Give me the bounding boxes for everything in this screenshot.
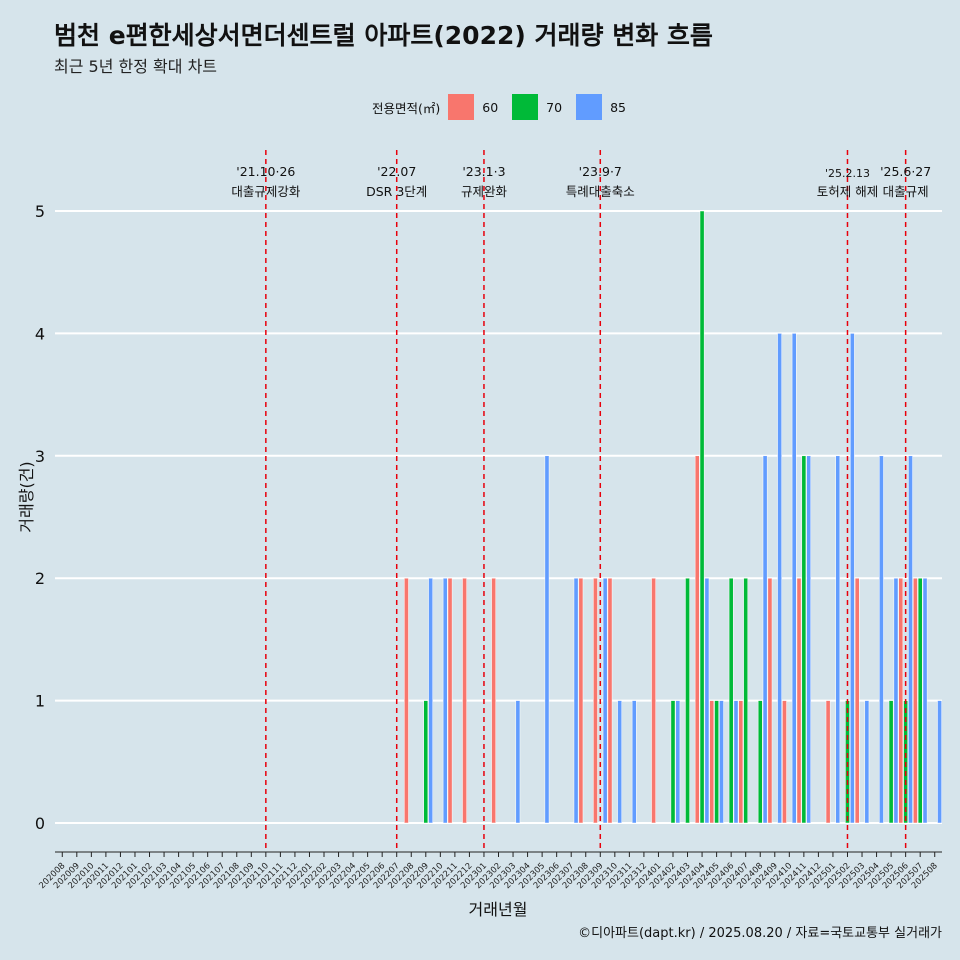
bar-85-202406: [733, 700, 739, 824]
bars: [404, 210, 942, 824]
bar-85-202404: [704, 577, 710, 824]
bar-70-202505: [888, 700, 894, 824]
bar-85-202409: [777, 333, 782, 824]
bar-85-202503: [864, 700, 870, 824]
bar-60-202212: [462, 577, 467, 824]
bar-70-202404: [699, 210, 705, 824]
bar-60-202401: [651, 577, 656, 824]
bar-85-202303: [515, 700, 521, 824]
bar-60-202411: [796, 577, 802, 824]
bar-85-202410: [791, 333, 797, 824]
event-date: '23.9·7: [579, 164, 622, 179]
event-date: '21.10·26: [236, 164, 295, 179]
bar-85-202307: [573, 577, 579, 824]
event-date: '25.6·27: [880, 164, 931, 179]
bar-60-202404: [694, 455, 700, 824]
legend-label-60: 60: [482, 99, 499, 115]
bar-60-202507: [913, 577, 918, 824]
event-label: 규제완화: [461, 184, 508, 199]
bar-85-202309: [602, 577, 608, 824]
bar-60-202308: [578, 577, 584, 824]
event-label: DSR 3단계: [366, 184, 427, 199]
bar-60-202506: [898, 577, 904, 824]
event-label: 특례대출축소: [566, 184, 635, 199]
bar-85-202504: [879, 455, 884, 824]
event-date: '22.07: [377, 164, 416, 179]
bar-70-202403: [685, 577, 690, 824]
y-tick-label: 2: [35, 569, 45, 588]
event-label: 대출규제: [883, 184, 929, 199]
bar-70-202209: [423, 700, 429, 824]
source-caption: ©디아파트(dapt.kr) / 2025.08.20 / 자료=국토교통부 실…: [578, 926, 942, 941]
bar-60-202310: [607, 577, 613, 824]
bar-85-202501: [835, 455, 841, 824]
legend-key-60: [448, 94, 475, 120]
bar-85-202411: [806, 455, 812, 824]
bar-85-202310: [617, 700, 622, 824]
chart-subtitle: 최근 5년 한정 확대 차트: [54, 57, 218, 76]
bar-60-202208: [404, 577, 409, 824]
y-axis-title: 거래량(건): [17, 461, 36, 532]
bar-70-202402: [670, 700, 676, 824]
bar-60-202503: [854, 577, 860, 824]
bar-60-202410: [782, 700, 787, 824]
legend-key-70: [512, 94, 539, 120]
bar-70-202407: [743, 577, 749, 824]
bar-85-202210: [442, 577, 448, 824]
bar-85-202209: [428, 577, 433, 824]
y-tick-label: 0: [35, 814, 45, 833]
chart-title: 범천 e편한세상서면더센트럴 아파트(2022) 거래량 변화 흐름: [54, 21, 713, 50]
event-date: '23.1·3: [462, 164, 505, 179]
y-tick-label: 1: [35, 692, 45, 711]
bar-60-202309: [593, 577, 598, 824]
bar-60-202211: [447, 577, 453, 824]
bar-70-202405: [714, 700, 719, 824]
bar-85-202305: [544, 455, 550, 824]
legend-label-70: 70: [546, 99, 563, 115]
bar-85-202405: [719, 700, 724, 824]
x-axis-title: 거래년월: [469, 900, 528, 919]
bar-85-202506: [908, 455, 913, 824]
bar-70-202406: [728, 577, 734, 824]
bar-60-202405: [709, 700, 715, 824]
bar-85-202507: [922, 577, 928, 824]
bar-60-202302: [491, 577, 496, 824]
legend-label-85: 85: [610, 99, 626, 115]
bar-60-202409: [767, 577, 773, 824]
legend-title: 전용면적(㎡): [372, 100, 441, 116]
y-tick-label: 4: [35, 324, 45, 343]
bar-85-202408: [762, 455, 768, 824]
bar-70-202408: [757, 700, 763, 824]
bar-70-202507: [917, 577, 923, 824]
bar-85-202311: [631, 700, 637, 824]
bar-85-202505: [893, 577, 899, 824]
y-tick-label: 5: [35, 202, 45, 221]
event-label: 토허제 해제: [817, 184, 878, 199]
bar-85-202502: [850, 333, 855, 824]
legend-key-85: [576, 94, 603, 120]
bar-85-202402: [675, 700, 681, 824]
legend: 전용면적(㎡) 60 70 85: [372, 92, 640, 122]
annotations: '21.10·26 대출규제강화 '22.07 DSR 3단계 '23.1·3 규제완화 '…: [231, 150, 931, 852]
bar-70-202411: [801, 455, 807, 824]
bar-60-202501: [825, 700, 831, 824]
event-label: 대출규제강화: [231, 184, 301, 199]
y-tick-label: 3: [35, 447, 45, 466]
event-date: '25.2.13: [825, 167, 870, 180]
bar-85-202508: [937, 700, 942, 824]
bar-60-202407: [738, 700, 744, 824]
